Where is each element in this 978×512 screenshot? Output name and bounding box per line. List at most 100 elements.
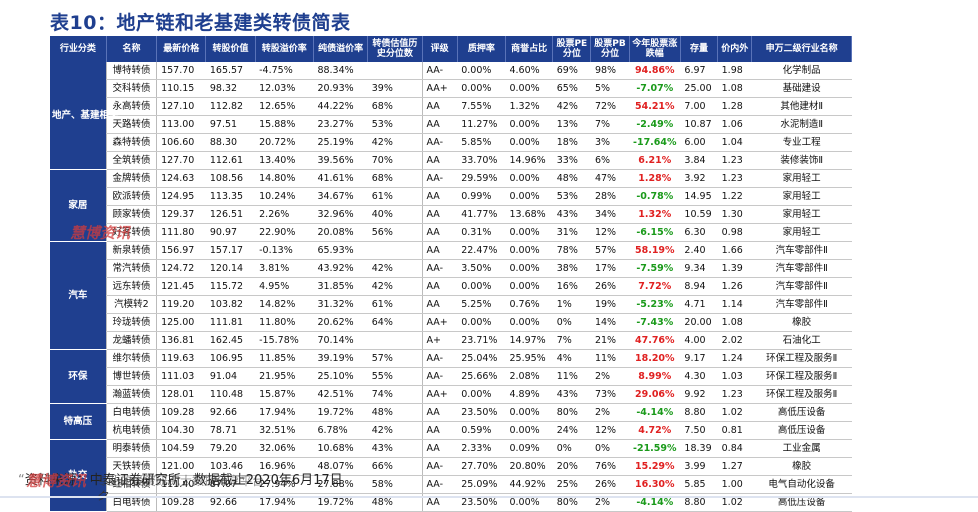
conversion-premium: 14.82% (255, 295, 314, 314)
goodwill-ratio: 0.00% (505, 313, 553, 332)
moneyness: 1.08 (717, 313, 752, 332)
conversion-premium: 14.80% (255, 169, 314, 188)
sw-industry: 水泥制造Ⅱ (751, 115, 852, 134)
column-header: 价内外 (717, 36, 753, 62)
outstanding: 3.92 (680, 169, 718, 188)
goodwill-ratio: 14.96% (505, 151, 553, 170)
rating: AA (421, 403, 458, 422)
table-row: 汽车 新泉转债 156.97 157.17 -0.13% 65.93% AA 22.47% 0.… (50, 241, 852, 350)
goodwill-ratio: 4.60% (505, 62, 553, 80)
table-row: 红相转债 111.40 87.07 27.94% 27.88% 58% AA- 25.09% 4… (50, 475, 852, 494)
latest-price: 128.01 (156, 385, 206, 404)
moneyness: 2.02 (717, 331, 752, 350)
stock-pb-percentile: 17% (590, 259, 630, 278)
goodwill-ratio: 20.80% (505, 457, 553, 476)
sw-industry: 高低压设备 (751, 403, 852, 422)
stock-pe-percentile: 16% (552, 277, 591, 296)
valuation-percentile: 42% (367, 133, 423, 152)
conversion-premium: 15.87% (255, 385, 314, 404)
conversion-value: 126.51 (205, 205, 256, 224)
sw-industry: 家用轻工 (751, 223, 852, 242)
pledge-ratio: 0.59% (457, 421, 506, 440)
bond-name: 玲珑转债 (105, 313, 158, 332)
moneyness: 1.23 (717, 151, 752, 170)
bond-name: 维尔转债 (105, 349, 158, 368)
bond-premium: 25.10% (313, 367, 368, 386)
stock-pe-percentile: 48% (552, 169, 591, 188)
table-row: 远东转债 121.45 115.72 4.95% 31.85% 42% AA 0.00% 0.0… (50, 277, 852, 296)
valuation-percentile (367, 241, 423, 260)
valuation-percentile: 40% (367, 205, 423, 224)
stock-pe-percentile: 42% (552, 97, 591, 116)
valuation-percentile: 58% (367, 475, 423, 494)
stock-pb-percentile: 11% (590, 349, 630, 368)
stock-pe-percentile: 53% (552, 187, 591, 206)
pledge-ratio: 41.77% (457, 205, 506, 224)
valuation-percentile: 48% (367, 403, 423, 422)
outstanding: 9.34 (680, 259, 718, 278)
outstanding: 18.39 (680, 439, 718, 458)
ytd-stock-change: 54.21% (629, 97, 681, 116)
sw-industry: 基础建设 (751, 79, 852, 98)
bond-premium: 39.56% (313, 151, 368, 170)
table-row: 欧派转债 124.95 113.35 10.24% 34.67% 61% AA 0.99% 0.… (50, 187, 852, 206)
moneyness: 1.30 (717, 205, 752, 224)
stock-pb-percentile: 19% (590, 295, 630, 314)
outstanding: 5.85 (680, 475, 718, 494)
stock-pe-percentile: 11% (552, 367, 591, 386)
goodwill-ratio: 0.00% (505, 403, 553, 422)
watermark-footer: 慧博资讯 (26, 472, 87, 490)
stock-pe-percentile: 38% (552, 259, 591, 278)
conversion-value: 78.71 (205, 421, 256, 440)
stock-pe-percentile: 4% (552, 349, 591, 368)
industry-category: 家居 (50, 169, 107, 242)
stock-pe-percentile: 18% (552, 133, 591, 152)
stock-pb-percentile: 0% (590, 439, 630, 458)
latest-price: 111.40 (156, 475, 206, 494)
pledge-ratio: 5.85% (457, 133, 506, 152)
conversion-premium: 12.65% (255, 97, 314, 116)
latest-price: 129.37 (156, 205, 206, 224)
column-header: 名称 (106, 36, 158, 62)
outstanding: 2.40 (680, 241, 718, 260)
outstanding: 8.80 (680, 403, 718, 422)
rating: AA (421, 223, 458, 242)
moneyness: 1.04 (717, 133, 752, 152)
table-row: 交科转债 110.15 98.32 12.03% 20.93% 39% AA+ 0.00% 0.… (50, 79, 852, 98)
valuation-percentile: 42% (367, 421, 423, 440)
pledge-ratio: 25.09% (457, 475, 506, 494)
bond-premium: 44.22% (313, 97, 368, 116)
conversion-value: 112.82 (205, 97, 256, 116)
bond-premium: 27.88% (313, 475, 368, 494)
pledge-ratio: 25.66% (457, 367, 506, 386)
bond-name: 新泉转债 (105, 241, 158, 260)
stock-pe-percentile: 31% (552, 223, 591, 242)
moneyness: 1.23 (717, 169, 752, 188)
rating: AA (421, 439, 458, 458)
moneyness: 1.14 (717, 295, 752, 314)
ytd-stock-change: -21.59% (629, 439, 681, 458)
bond-premium: 6.78% (313, 421, 368, 440)
table-row: 轨交 明泰转债 104.59 79.20 32.06% 10.68% 43% AA 2.33% 0… (50, 439, 852, 512)
rating: AA (421, 277, 458, 296)
moneyness: 1.22 (717, 187, 752, 206)
stock-pe-percentile: 20% (552, 457, 591, 476)
stock-pb-percentile: 73% (590, 385, 630, 404)
sw-industry: 化学制品 (751, 62, 852, 80)
bond-premium: 42.51% (313, 385, 368, 404)
outstanding: 7.00 (680, 97, 718, 116)
outstanding: 6.97 (680, 62, 718, 80)
watermark-subtitle: 专业的投资研究大数据分享平台 (96, 474, 265, 488)
pledge-ratio: 7.55% (457, 97, 506, 116)
outstanding: 20.00 (680, 313, 718, 332)
rating: AA- (421, 169, 458, 188)
rating: AA (421, 421, 458, 440)
industry-category: 环保 (50, 349, 107, 404)
stock-pe-percentile: 0% (552, 313, 591, 332)
stock-pb-percentile: 6% (590, 151, 630, 170)
stock-pb-percentile: 76% (590, 457, 630, 476)
conversion-premium: 10.24% (255, 187, 314, 206)
moneyness: 1.08 (717, 79, 752, 98)
table-row: 特高压 白电转债 109.28 92.66 17.94% 19.72% 48% AA 23.50… (50, 403, 852, 440)
bond-name: 好客转债 (105, 223, 158, 242)
